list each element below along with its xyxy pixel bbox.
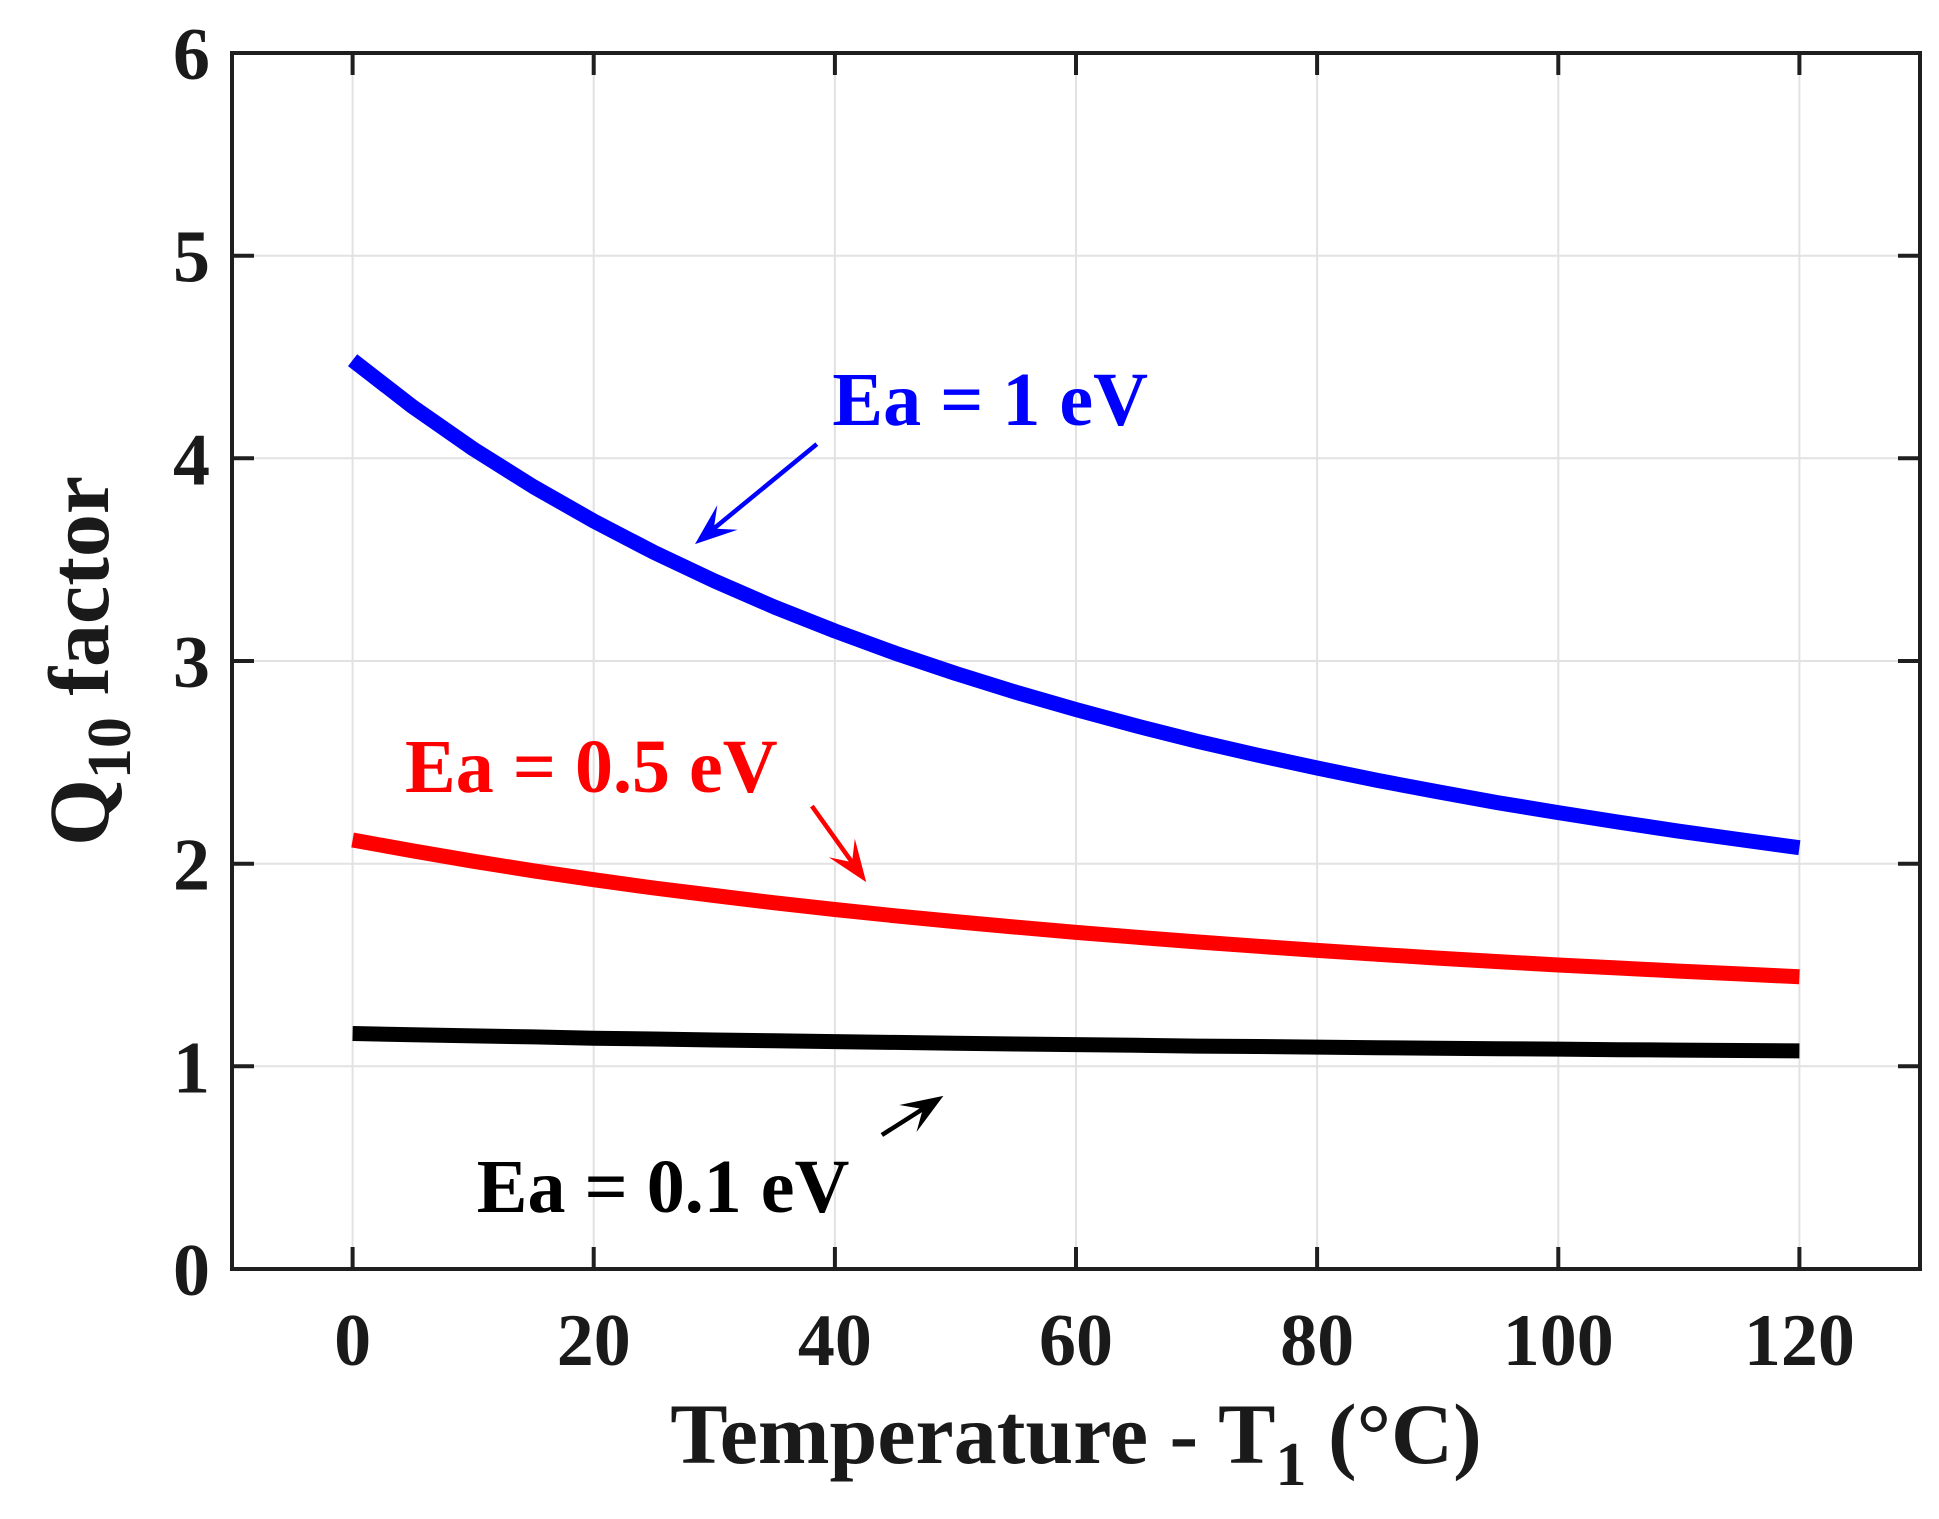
annotation-label-1: Ea = 0.5 eV (405, 725, 778, 809)
y-tick-label: 5 (173, 217, 210, 299)
x-tick-label: 100 (1503, 1300, 1614, 1382)
y-tick-label: 2 (173, 825, 210, 907)
annotation-arrow-line-2 (880, 1107, 925, 1137)
gridlines (232, 52, 1920, 1270)
tick-labels: 0 20 40 60 80 100 120 0 1 2 3 4 5 6 (173, 14, 1855, 1382)
x-axis-label: Temperature - T1 (°C) (670, 1386, 1481, 1499)
x-tick-label: 120 (1744, 1300, 1855, 1382)
series-line-2 (352, 1026, 1800, 1059)
y-axis-label: Q10 factor (31, 476, 144, 846)
x-tick-label: 60 (1039, 1300, 1113, 1382)
annotation-label-2: Ea = 0.1 eV (477, 1145, 850, 1229)
axis-ticks (232, 51, 1920, 1271)
annotation-arrow-head-0 (695, 505, 738, 545)
annotation-arrow-head-2 (899, 1095, 944, 1132)
annotation-arrow-line-1 (810, 804, 854, 864)
y-tick-label: 1 (173, 1027, 210, 1109)
annotation-arrow-line-0 (712, 442, 819, 531)
series-line-0 (348, 354, 1801, 856)
annotation-label-0: Ea = 1 eV (832, 358, 1148, 442)
annotations: Ea = 1 eV Ea = 0.5 eV Ea = 0.1 eV (405, 358, 1148, 1229)
x-tick-label: 80 (1280, 1300, 1354, 1382)
x-tick-label: 0 (334, 1300, 371, 1382)
y-tick-label: 4 (173, 419, 210, 501)
series-line-1 (351, 832, 1800, 985)
y-tick-label: 6 (173, 14, 210, 96)
axis-labels: Temperature - T1 (°C) Q10 factor (31, 476, 1482, 1499)
x-tick-label: 40 (798, 1300, 872, 1382)
x-tick-label: 20 (557, 1300, 631, 1382)
data-series (348, 354, 1801, 1059)
y-tick-label: 0 (173, 1230, 210, 1312)
annotation-arrow-head-1 (828, 838, 867, 883)
y-tick-label: 3 (173, 622, 210, 704)
